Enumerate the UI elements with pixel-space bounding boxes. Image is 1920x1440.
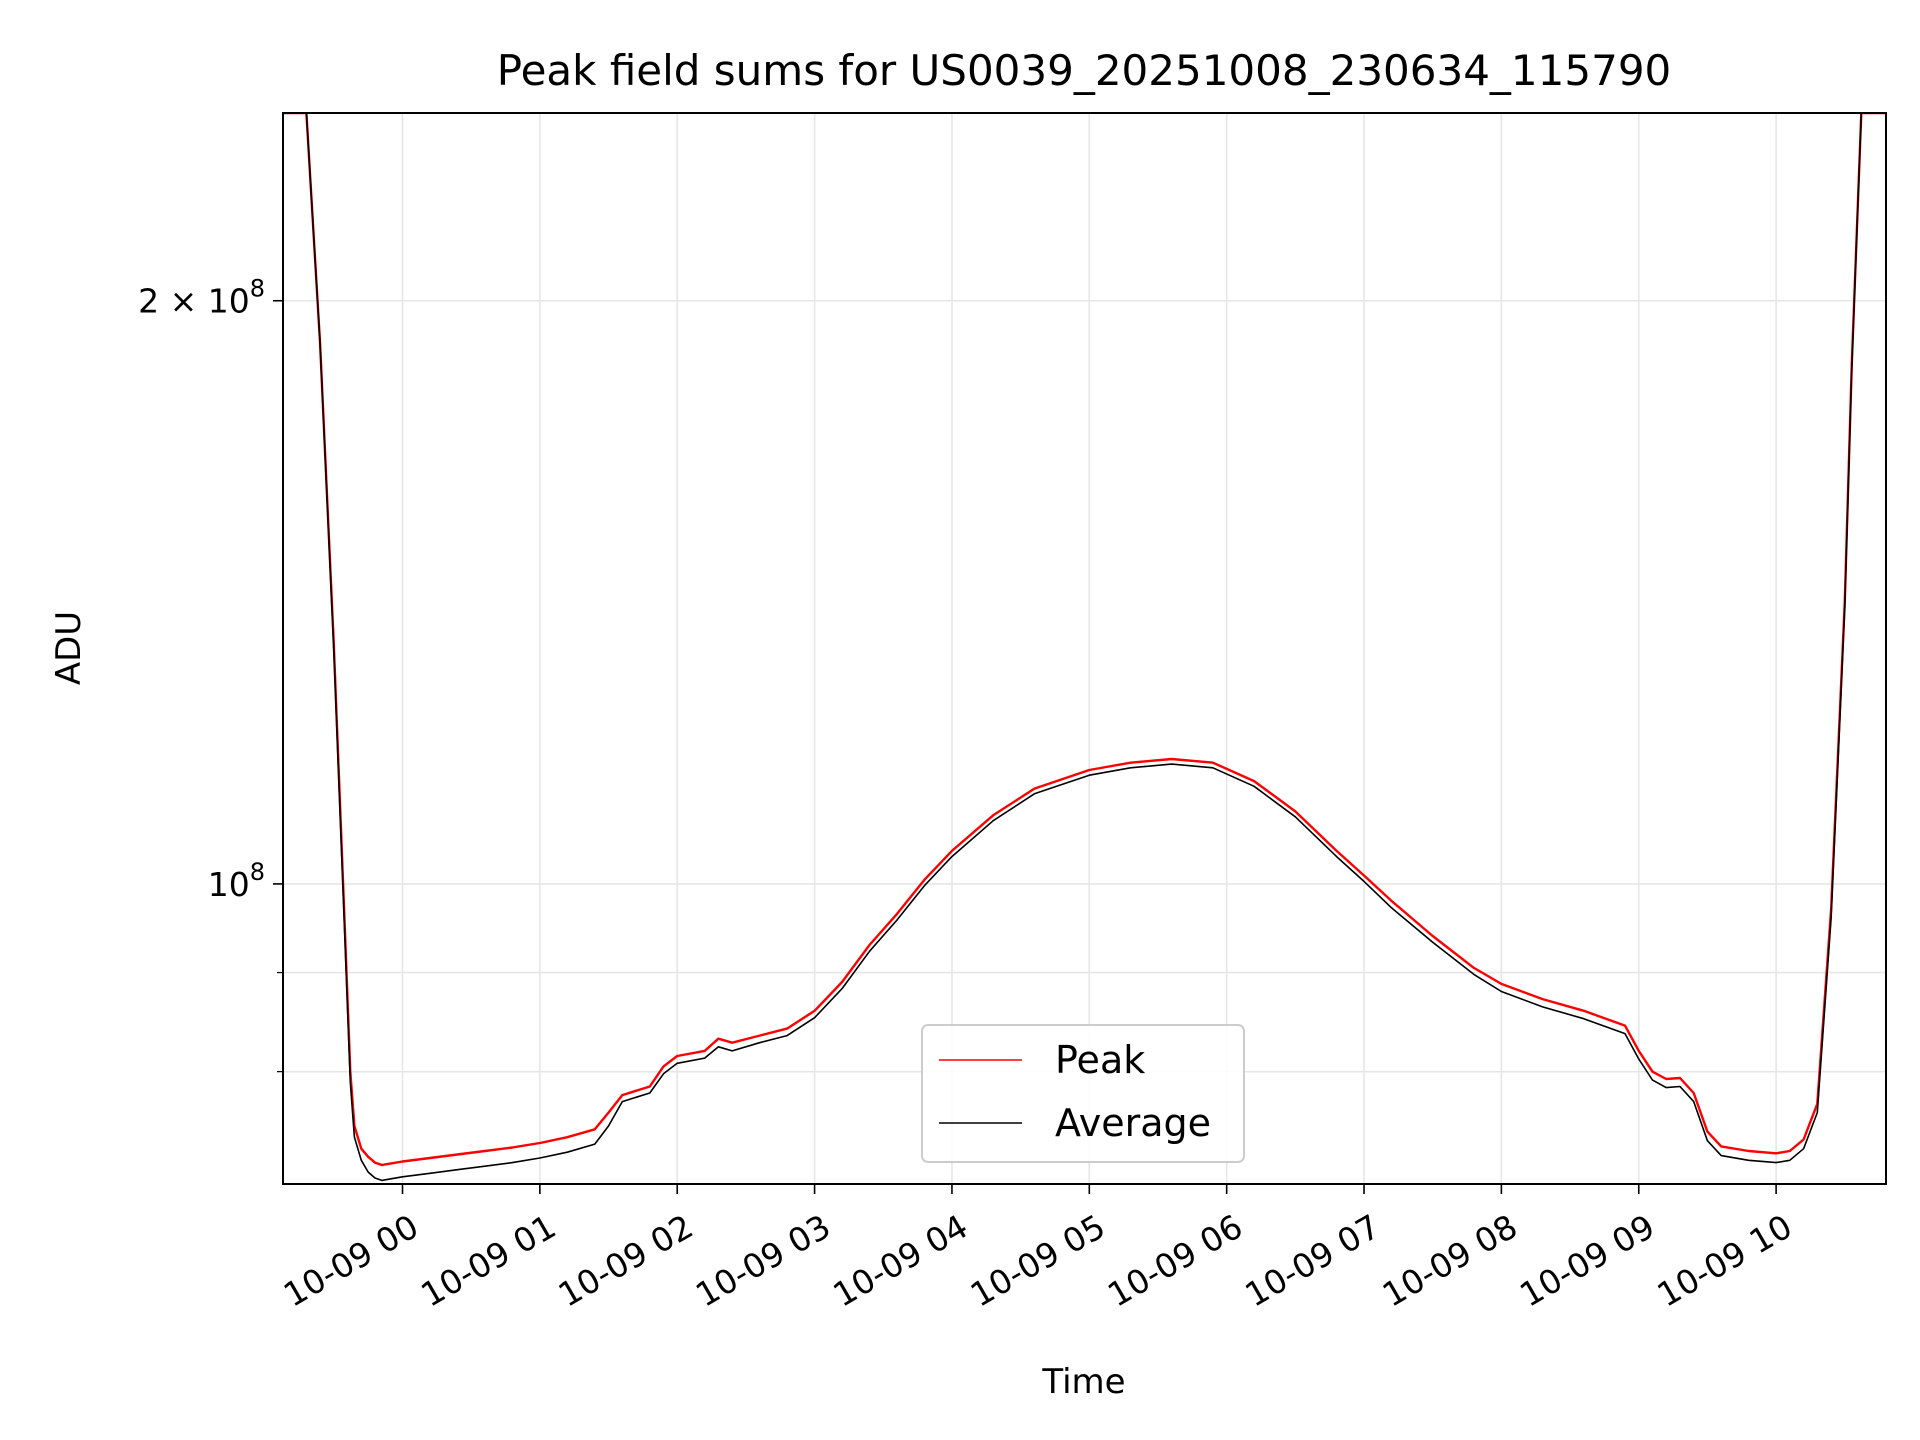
series-line-average [283, 113, 1886, 1182]
y-tick-label-mantissa: 2 × 10 [138, 282, 250, 321]
y-tick-label-exponent: 8 [250, 275, 265, 303]
y-tick-label: 2 × 108 [138, 275, 265, 321]
legend: Peak Average [921, 1024, 1245, 1163]
y-tick-label: 108 [208, 858, 265, 904]
series-layer [283, 113, 1886, 1182]
plot-frame [282, 112, 1887, 1185]
legend-label-average: Average [1055, 1101, 1211, 1145]
y-tick-label-exponent: 8 [250, 858, 265, 886]
y-tick-label-mantissa: 10 [208, 865, 250, 904]
chart-title: Peak field sums for US0039_20251008_2306… [497, 46, 1672, 95]
y-axis-label: ADU [49, 611, 89, 685]
x-axis-label: Time [1041, 1362, 1125, 1402]
series-line-peak [283, 113, 1886, 1167]
legend-label-peak: Peak [1055, 1038, 1145, 1082]
